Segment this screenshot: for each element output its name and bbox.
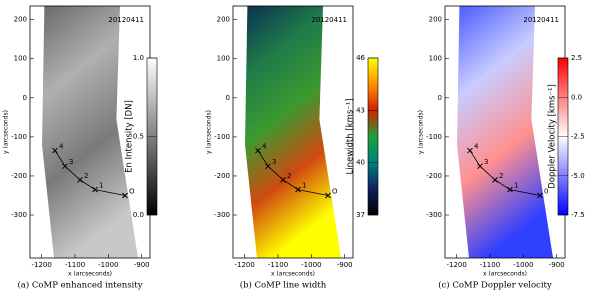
point-marker [477, 163, 483, 170]
colorbar-tick-label: 43 [356, 106, 365, 114]
caption: (c) CoMP Doppler velocity [438, 280, 552, 291]
y-tick-label: 0 [438, 94, 442, 102]
point-label: 4 [262, 143, 267, 151]
colorbar-label: Doppler Velocity [kms⁻¹] [548, 84, 558, 189]
colorbar-tick-label: 40 [356, 159, 365, 167]
y-tick-label: -100 [11, 133, 27, 141]
x-axis-label: x (arcseconds) [483, 271, 527, 278]
x-tick-label: -1000 [98, 261, 118, 269]
y-tick-label: -200 [214, 172, 230, 180]
y-tick-label: -100 [214, 133, 230, 141]
colorbar-tick-label: 0.5 [133, 133, 144, 141]
colorbar-tick-label: -2.5 [571, 133, 585, 141]
point-marker [77, 177, 83, 183]
map-image [245, 6, 341, 258]
point-marker [52, 147, 58, 154]
point-marker [280, 177, 286, 183]
colorbar [367, 57, 379, 216]
x-tick-label: -1200 [31, 261, 51, 269]
date-label: 20120411 [523, 16, 559, 24]
y-axis-label: y (arcseconds) [3, 110, 10, 154]
point-marker [255, 147, 261, 154]
colorbar-label: Linewidth [kms⁻¹] [346, 98, 356, 174]
colorbar-tick-label: 0.0 [133, 211, 144, 219]
y-axis-label: y (arcseconds) [418, 110, 425, 154]
point-label: 4 [59, 143, 64, 151]
point-label: 4 [474, 143, 479, 151]
plot-frame [232, 5, 354, 259]
caption: (a) CoMP enhanced intensity [17, 280, 142, 291]
point-label: 0 [544, 187, 548, 195]
x-tick-label: -1000 [513, 261, 533, 269]
point-marker [62, 163, 68, 170]
y-tick-label: 100 [14, 55, 27, 63]
x-tick-label: -1000 [301, 261, 321, 269]
y-tick-label: 0 [226, 94, 230, 102]
colorbar-label: En Intensity [DN] [125, 100, 135, 173]
date-label: 20120411 [108, 16, 144, 24]
colorbar-tick-label: 2.5 [571, 54, 582, 62]
colorbar-tick-label: 37 [356, 211, 365, 219]
point-label: O [332, 187, 338, 195]
point-marker [492, 177, 498, 183]
x-axis-label: x (arcseconds) [68, 271, 112, 278]
y-tick-label: 100 [429, 55, 442, 63]
y-tick-label: -300 [426, 211, 442, 219]
x-tick-label: -900 [337, 261, 353, 269]
point-label: 3 [272, 158, 276, 166]
point-label: 1 [514, 182, 518, 190]
y-tick-label: 200 [429, 16, 442, 24]
y-tick-label: 0 [23, 94, 27, 102]
point-marker [507, 186, 513, 193]
map-image [457, 6, 553, 258]
panel: 20120411-1200 -1100 -1000 -900-300-200-1000… [206, 5, 379, 291]
point-marker [265, 163, 271, 170]
point-marker [467, 147, 473, 154]
point-label: 1 [302, 182, 306, 190]
point-marker [537, 192, 543, 199]
y-tick-label: -200 [11, 172, 27, 180]
point-label: 3 [484, 158, 488, 166]
y-tick-label: -300 [214, 211, 230, 219]
point-label: 2 [84, 172, 88, 180]
y-tick-label: 200 [14, 16, 27, 24]
date-label: 20120411 [311, 16, 347, 24]
y-tick-label: -100 [426, 133, 442, 141]
x-tick-label: -1100 [65, 261, 85, 269]
x-tick-label: -900 [134, 261, 150, 269]
colorbar-tick-label: -5.0 [571, 172, 585, 180]
colorbar-tick-label: -7.5 [571, 211, 585, 219]
point-label: O [129, 187, 135, 195]
colorbar-tick-label: 1.0 [133, 54, 144, 62]
map-image [42, 6, 138, 258]
x-tick-label: -1100 [268, 261, 288, 269]
caption: (b) CoMP line width [240, 280, 327, 291]
point-marker [295, 186, 301, 193]
x-tick-label: -1200 [446, 261, 466, 269]
point-label: 3 [69, 158, 73, 166]
point-label: 2 [287, 172, 291, 180]
y-axis-label: y (arcseconds) [206, 110, 213, 154]
colorbar-tick-label: 0.0 [571, 93, 582, 101]
y-tick-label: -300 [11, 211, 27, 219]
point-label: 1 [99, 182, 103, 190]
point-marker [92, 186, 98, 193]
x-tick-label: -900 [549, 261, 565, 269]
panel: 20120411-1200 -1100 -1000 -900-300-200-1000… [418, 5, 585, 291]
panel: 20120411-1200 -1100 -1000 -900-300-200-1000… [3, 5, 158, 291]
point-marker [122, 192, 128, 199]
y-tick-label: -200 [426, 172, 442, 180]
x-tick-label: -1200 [234, 261, 254, 269]
x-tick-label: -1100 [480, 261, 500, 269]
y-tick-label: 100 [217, 55, 230, 63]
y-tick-label: 200 [217, 16, 230, 24]
point-marker [325, 192, 331, 199]
x-axis-label: x (arcseconds) [271, 271, 315, 278]
point-label: 2 [499, 172, 503, 180]
colorbar-tick-label: 46 [356, 54, 365, 62]
